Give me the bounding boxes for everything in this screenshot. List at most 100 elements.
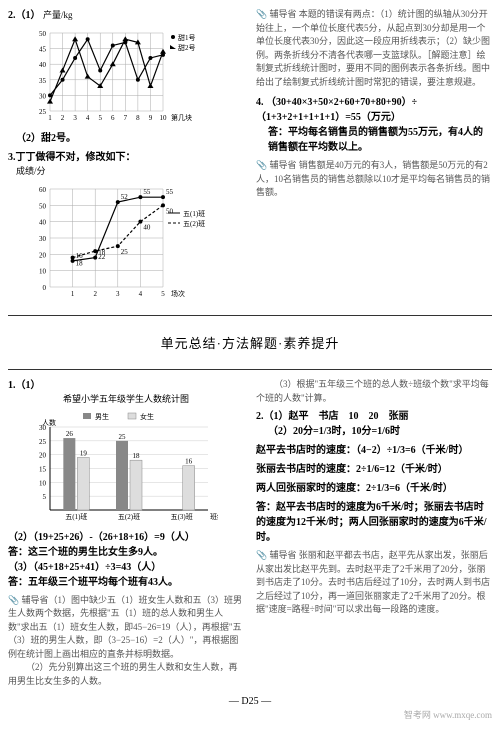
svg-text:0: 0 [43, 284, 47, 292]
q2-5: 两人回张丽家时的速度：2÷1/3=6（千米/时） [256, 481, 492, 496]
svg-text:1: 1 [71, 290, 75, 298]
divider [8, 315, 492, 316]
svg-text:五(2)班: 五(2)班 [183, 219, 205, 228]
svg-text:52: 52 [121, 193, 129, 201]
svg-text:9: 9 [149, 114, 153, 122]
svg-text:40: 40 [39, 218, 47, 226]
note1: 📎 辅导省 本题的错误有两点：（1）统计图的纵轴从30分开始往上，一个单位长度代… [256, 8, 492, 89]
divider [8, 369, 492, 370]
svg-text:五(2)班: 五(2)班 [118, 512, 140, 521]
note-br: 📎 辅导省 张丽和赵平都去书店，赵平先从家出发，张丽后从家出发比赵平先到。去时赵… [256, 549, 492, 617]
svg-text:50: 50 [166, 207, 174, 215]
note-bl-b: （2）先分别算出这三个班的男生人数和女生人数，再用男生比女生多的人数。 [8, 661, 244, 688]
svg-text:甜1号: 甜1号 [178, 33, 196, 42]
watermark: 智考网 www.mxqe.com [8, 709, 492, 723]
section-title: 单元总结·方法解题·素养提升 [8, 334, 492, 354]
q2-3: 赵平去书店时的速度：（4−2）÷1/3=6（千米/时） [256, 443, 492, 458]
q3-label: 3.丁丁做得不对，修改如下： [8, 150, 244, 165]
svg-text:场次: 场次 [171, 289, 185, 298]
svg-text:35: 35 [39, 77, 47, 85]
svg-text:18: 18 [133, 452, 141, 460]
svg-text:5: 5 [43, 493, 47, 501]
q1-label: 1.（1） [8, 380, 41, 391]
note2: 📎 辅导省 销售额是40万元的有3人，销售额是50万元的有2人，10名销售员的销… [256, 159, 492, 200]
svg-text:30: 30 [39, 235, 47, 243]
svg-text:20: 20 [39, 251, 47, 259]
svg-text:7: 7 [124, 114, 128, 122]
svg-text:女生: 女生 [140, 412, 154, 421]
svg-text:22: 22 [98, 253, 106, 261]
q1-3a: 答：五年级三个班平均每个班有43人。 [8, 575, 244, 590]
svg-text:6: 6 [111, 114, 115, 122]
svg-text:1: 1 [48, 114, 52, 122]
svg-text:甜2号: 甜2号 [178, 43, 196, 52]
note-icon: 📎 [256, 9, 267, 19]
q4-expr: （30+40×3+50×2+60+70+80+90）÷（1+3+2+1+1+1+… [256, 97, 417, 123]
svg-text:60: 60 [39, 186, 47, 194]
svg-text:55: 55 [143, 188, 151, 196]
svg-text:18: 18 [76, 259, 84, 267]
q2-2: （2）甜2号。 [16, 131, 244, 146]
q4-label: 4. [256, 97, 264, 108]
q1-block: 1.（1） 希望小学五年级学生人数统计图 男生女生51015202530人数26… [8, 378, 244, 526]
svg-text:8: 8 [136, 114, 140, 122]
svg-text:26: 26 [66, 430, 74, 438]
q2-label: 2.（1） [8, 10, 41, 21]
svg-text:5: 5 [98, 114, 102, 122]
svg-text:第几块: 第几块 [171, 113, 192, 122]
svg-text:五(1)班: 五(1)班 [65, 512, 87, 521]
svg-text:五(1)班: 五(1)班 [183, 209, 205, 218]
q3-chart: 010203040506012345场次16185255551822254050… [28, 183, 244, 303]
svg-text:15: 15 [39, 465, 47, 473]
svg-text:19: 19 [80, 449, 88, 457]
note-icon: 📎 [256, 550, 267, 560]
q2-2: （2）20分=1/3时，10分=1/6时 [268, 424, 492, 439]
svg-text:55: 55 [166, 188, 174, 196]
q2-block: 2.（1） 产量/kg 25 30 35 40 45 50 1 23 45 6 78 9 10第几块 甜1… [8, 8, 244, 127]
svg-text:25: 25 [121, 248, 129, 256]
svg-text:20: 20 [39, 451, 47, 459]
svg-text:男生: 男生 [95, 412, 109, 421]
q2-ylabel: 产量/kg [43, 10, 73, 20]
svg-text:4: 4 [139, 290, 143, 298]
q1-3: （3）（45+18+25+41）÷3=43（人） [8, 560, 244, 575]
svg-text:25: 25 [39, 108, 47, 116]
svg-text:10: 10 [160, 114, 168, 122]
note-bl: 📎 辅导省（1）图中缺少五（1）班女生人数和五（3）班男生人数两个数据，先根据"… [8, 594, 244, 662]
svg-text:25: 25 [39, 437, 47, 445]
svg-text:人数: 人数 [42, 418, 56, 427]
svg-text:30: 30 [39, 92, 47, 100]
q2-ans: 答：赵平去书店时的速度为6千米/时；张丽去书店时的速度为12千米/时；两人回张丽… [256, 500, 492, 545]
svg-text:45: 45 [39, 46, 47, 54]
svg-text:10: 10 [39, 479, 47, 487]
q4-ans: 答：平均每名销售员的销售额为55万元，有4人的销售额在平均数以上。 [268, 125, 492, 155]
svg-text:4: 4 [86, 114, 90, 122]
q1-title: 希望小学五年级学生人数统计图 [8, 393, 244, 407]
q2-chart: 25 30 35 40 45 50 1 23 45 6 78 9 10第几块 甜1号甜2号 [28, 27, 244, 127]
svg-text:50: 50 [39, 202, 47, 210]
q3-ylabel: 成绩/分 [16, 165, 244, 179]
note-icon: 📎 [8, 595, 19, 605]
svg-text:2: 2 [93, 290, 97, 298]
svg-text:40: 40 [39, 61, 47, 69]
q2-4: 张丽去书店时的速度：2÷1/6=12（千米/时） [256, 462, 492, 477]
q1-3-top: （3）根据"五年级三个班的总人数÷班级个数"求平均每个班的人数"计算。 [256, 378, 492, 405]
q4: 4. （30+40×3+50×2+60+70+80+90）÷（1+3+2+1+1… [256, 95, 492, 125]
q1-2: （2）（19+25+26）-（26+18+16）=9（人） [8, 530, 244, 545]
svg-text:5: 5 [161, 290, 165, 298]
svg-text:16: 16 [185, 457, 193, 465]
q1-2a: 答：这三个班的男生比女生多9人。 [8, 545, 244, 560]
q1-chart: 男生女生51015202530人数2619五(1)班2518五(2)班16五(3… [28, 411, 244, 526]
q2-1: 2.（1）赵平 书店 10 20 张丽 [256, 409, 492, 424]
svg-text:班级: 班级 [210, 512, 218, 521]
svg-text:50: 50 [39, 30, 47, 38]
svg-text:五(3)班: 五(3)班 [171, 512, 193, 521]
svg-text:25: 25 [119, 432, 127, 440]
note-icon: 📎 [256, 160, 267, 170]
svg-text:40: 40 [143, 223, 151, 231]
svg-text:3: 3 [73, 114, 77, 122]
svg-text:10: 10 [39, 267, 47, 275]
svg-text:2: 2 [61, 114, 65, 122]
page-num: — D25 — [8, 694, 492, 709]
svg-text:3: 3 [116, 290, 120, 298]
